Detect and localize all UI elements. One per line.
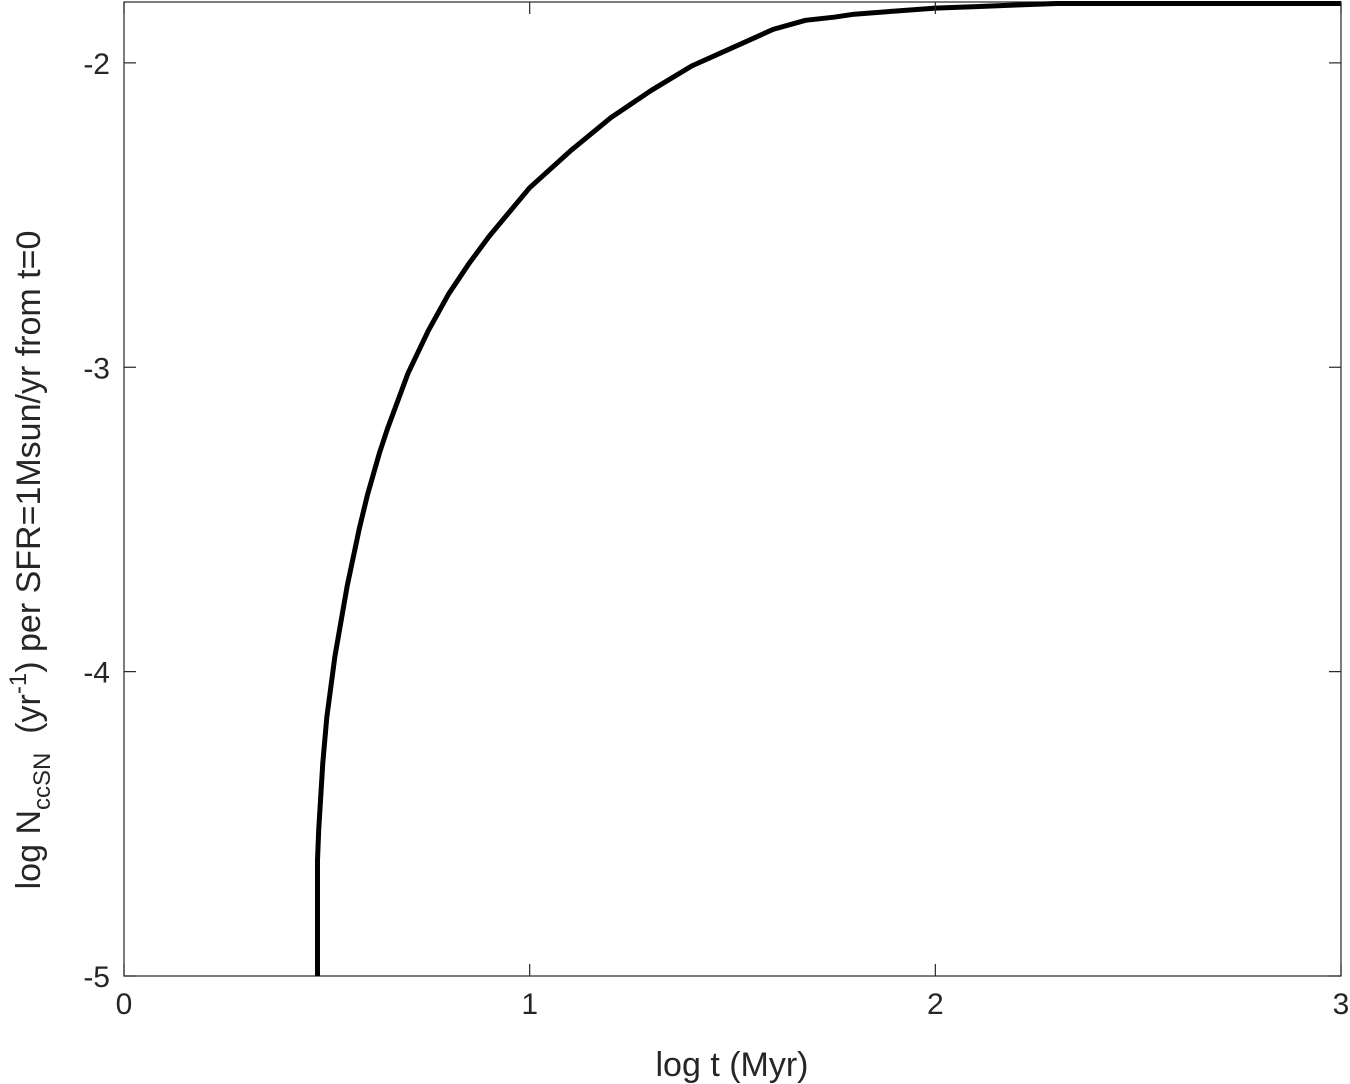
y-axis-label-middle: (yr — [10, 694, 48, 753]
y-axis-label: log NccSN (yr-1) per SFR=1Msun/yr from t… — [5, 231, 56, 890]
x-tick-label: 1 — [521, 988, 538, 1021]
y-axis-label-subscript: ccSN — [29, 753, 56, 810]
x-axis-label: log t (Myr) — [656, 1046, 809, 1084]
y-tick-label: -5 — [83, 961, 110, 994]
x-axis: 0 1 2 3 — [116, 2, 1350, 1021]
y-axis-label-prefix: log N — [10, 810, 48, 889]
x-tick-label: 0 — [116, 988, 133, 1021]
x-tick-label: 2 — [927, 988, 944, 1021]
y-axis-label-suffix: ) per SFR=1Msun/yr from t=0 — [10, 231, 48, 673]
y-axis-label-superscript: -1 — [5, 673, 32, 694]
plot-frame — [123, 1, 1342, 977]
plot-area — [123, 1, 1342, 977]
series-line-0 — [315, 1, 1341, 976]
x-tick-label: 3 — [1333, 988, 1350, 1021]
y-tick-label: -4 — [83, 657, 110, 690]
y-tick-label: -2 — [83, 48, 110, 81]
y-tick-label: -3 — [83, 352, 110, 385]
y-axis: -5 -4 -3 -2 — [83, 48, 1341, 994]
